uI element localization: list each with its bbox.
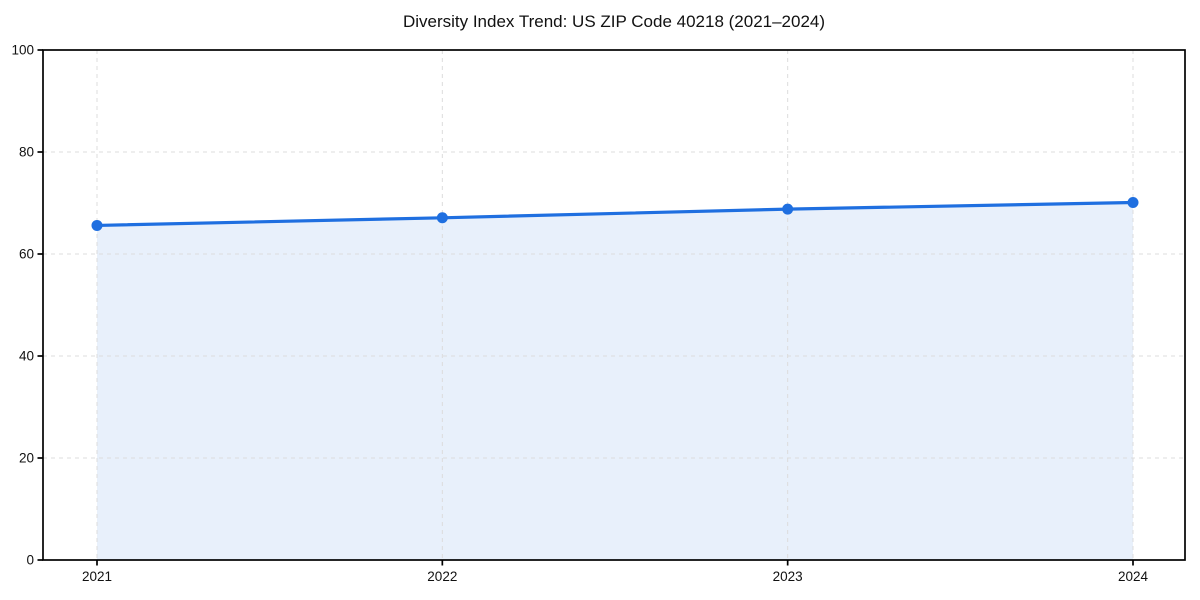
chart-title: Diversity Index Trend: US ZIP Code 40218… <box>402 12 826 31</box>
y-tick-label-0: 0 <box>26 553 34 568</box>
x-tick-label-2024: 2024 <box>1118 569 1149 584</box>
y-tick-label-20: 20 <box>19 451 34 466</box>
data-point-2023 <box>782 203 794 215</box>
plot-border <box>42 49 1186 561</box>
data-point-2022 <box>436 212 448 224</box>
trend-line <box>95 200 1135 228</box>
data-point-2024 <box>1127 196 1139 208</box>
y-tick-label-60: 60 <box>19 247 34 262</box>
x-tick-label-2021: 2021 <box>82 569 112 584</box>
y-tick-label-40: 40 <box>19 349 34 364</box>
y-tick-label-100: 100 <box>11 43 34 58</box>
y-tick-label-80: 80 <box>19 145 34 160</box>
area-fill <box>97 202 1133 561</box>
data-point-2021 <box>91 219 103 231</box>
x-tick-label-2023: 2023 <box>773 569 803 584</box>
x-tick-label-2022: 2022 <box>427 569 457 584</box>
